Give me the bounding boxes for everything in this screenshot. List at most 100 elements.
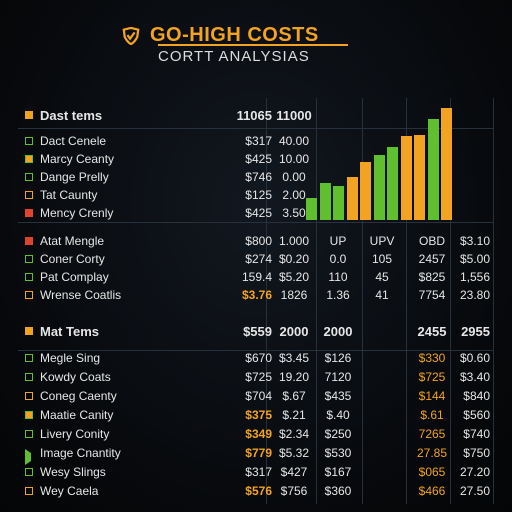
cell-v2: 40.00 <box>278 134 310 148</box>
section-header: Dast tems 11065 11000 <box>18 106 494 124</box>
cell-v3: $126 <box>324 351 352 365</box>
section-total: 2000 <box>323 324 353 339</box>
row-label: Marcy Ceanty <box>40 152 115 166</box>
cell-v3: 7120 <box>324 370 352 384</box>
section-total: 11000 <box>276 108 312 123</box>
table-row[interactable]: Maatie Canity $375 $.21 $.40 $.61 $560 <box>18 406 494 424</box>
table-row[interactable]: Dact Cenele $317 40.00 <box>18 132 494 150</box>
chart-bar <box>373 155 385 220</box>
cell-v4: 45 <box>375 270 389 284</box>
table-row[interactable]: Mency Crenly $425 3.50 <box>18 204 494 222</box>
table-row[interactable]: Wey Caela $576 $756 $360 $466 27.50 <box>18 482 494 500</box>
table-row[interactable]: Wrense Coatlis $3.76 1826 1.36 41 7754 23.80 <box>18 286 494 304</box>
row-label: Megle Sing <box>40 351 101 365</box>
row-label: Wey Caela <box>40 484 99 498</box>
cell-v3: $360 <box>324 484 352 498</box>
cell-v5: 7265 <box>418 427 446 441</box>
cell-v6: $840 <box>463 389 490 403</box>
chart-bar <box>427 119 439 220</box>
cell-v5: $725 <box>418 370 446 384</box>
cell-v1: $725 <box>245 370 272 384</box>
row-label: Livery Conity <box>40 427 110 441</box>
cell-v5: $330 <box>418 351 446 365</box>
cell-v4: UPV <box>369 234 395 248</box>
table-row[interactable]: Coneg Caenty $704 $.67 $435 $144 $840 <box>18 387 494 405</box>
table-row[interactable]: Wesy Slings $317 $427 $167 $065 27.20 <box>18 463 494 481</box>
row-label: Coner Corty <box>40 252 105 266</box>
row-label: Coneg Caenty <box>40 389 117 403</box>
triangle-green-icon <box>25 449 39 465</box>
square-outline-green-icon <box>25 430 33 438</box>
table-row[interactable]: Megle Sing $670 $3.45 $126 $330 $0.60 <box>18 349 494 367</box>
cell-v5: 7754 <box>418 288 446 302</box>
table-row[interactable]: Dange Prelly $746 0.00 <box>18 168 494 186</box>
table-row[interactable]: Coner Corty $274 $0.20 0.0 105 2457 $5.00 <box>18 250 494 268</box>
table-row[interactable]: Kowdy Coats $725 19.20 7120 $725 $3.40 <box>18 368 494 386</box>
cell-v5: $.61 <box>420 408 444 422</box>
cell-v1: $125 <box>245 188 272 202</box>
cell-v2: $5.32 <box>278 446 310 460</box>
cell-v6: $750 <box>463 446 490 460</box>
square-outline-green-icon <box>25 468 33 476</box>
cell-v6: 1,556 <box>459 270 490 284</box>
section-header: Mat Tems $559 2000 2000 2455 2955 <box>18 322 494 340</box>
cell-v2: $756 <box>280 484 308 498</box>
section-total: 2000 <box>279 324 309 339</box>
cell-v2: 19.20 <box>278 370 310 384</box>
row-label: Wesy Slings <box>40 465 106 479</box>
cell-v3: $.40 <box>326 408 350 422</box>
cell-v5: 27.85 <box>416 446 448 460</box>
cell-v1: $317 <box>245 134 272 148</box>
table-row[interactable]: Tat Caunty $125 2.00 <box>18 186 494 204</box>
cell-v6: $3.40 <box>459 370 490 384</box>
cell-v2: 1.000 <box>278 234 310 248</box>
row-label: Kowdy Coats <box>40 370 111 384</box>
cell-v1: $704 <box>245 389 272 403</box>
cell-v1: 159.4 <box>241 270 272 284</box>
row-label: Maatie Canity <box>40 408 114 422</box>
chart-bar <box>414 134 425 220</box>
cell-v2: $2.34 <box>278 427 310 441</box>
cell-v6: 27.50 <box>459 484 490 498</box>
chart-bar <box>306 197 317 220</box>
row-label: Wrense Coatlis <box>40 288 122 302</box>
cell-v2: 2.00 <box>282 188 306 202</box>
chart-bar <box>387 147 398 220</box>
cell-v1: $746 <box>245 170 272 184</box>
table-row[interactable]: Image Cnantity $779 $5.32 $530 27.85 $750 <box>18 444 494 465</box>
square-outline-green-icon <box>25 255 33 263</box>
cell-v2: $5.20 <box>278 270 310 284</box>
cell-v4: 105 <box>371 252 393 266</box>
cell-v1: $425 <box>245 152 272 166</box>
cell-v3: 1.36 <box>326 288 350 302</box>
cell-v6: $3.10 <box>459 234 490 248</box>
title-underline <box>158 44 348 46</box>
cell-v2: $3.45 <box>278 351 310 365</box>
table-row[interactable]: Marcy Ceanty $425 10.00 <box>18 150 494 168</box>
cell-v2: $.67 <box>282 389 306 403</box>
table-row[interactable]: Atat Mengle $800 1.000 UP UPV OBD $3.10 <box>18 232 494 250</box>
cell-v2: 1826 <box>280 288 308 302</box>
cell-v2: $0.20 <box>278 252 310 266</box>
cell-v6: $560 <box>463 408 490 422</box>
table-row[interactable]: Pat Complay 159.4 $5.20 110 45 $825 1,556 <box>18 268 494 286</box>
square-outline-green-icon <box>25 173 33 181</box>
cell-v6: 27.20 <box>459 465 490 479</box>
cell-v6: $740 <box>463 427 490 441</box>
square-outline-green-icon <box>25 273 33 281</box>
cell-v3: 110 <box>328 270 348 284</box>
row-label: Dange Prelly <box>40 170 109 184</box>
cell-v1: $800 <box>245 234 272 248</box>
square-outline-orange-icon <box>25 392 33 400</box>
cost-table: Dast tems 11065 11000 Dact Cenele $317 40.… <box>18 98 494 504</box>
table-row[interactable]: Livery Conity $349 $2.34 $250 7265 $740 <box>18 425 494 443</box>
cell-v1: $576 <box>245 484 272 498</box>
cell-v5: $065 <box>418 465 446 479</box>
shield-icon <box>122 26 140 45</box>
cell-v2: 3.50 <box>282 206 306 220</box>
section-label: Mat Tems <box>40 324 99 339</box>
cell-v3: $250 <box>324 427 352 441</box>
cell-v2: $.21 <box>282 408 306 422</box>
chart-bar <box>346 177 358 220</box>
row-label: Mency Crenly <box>40 206 114 220</box>
